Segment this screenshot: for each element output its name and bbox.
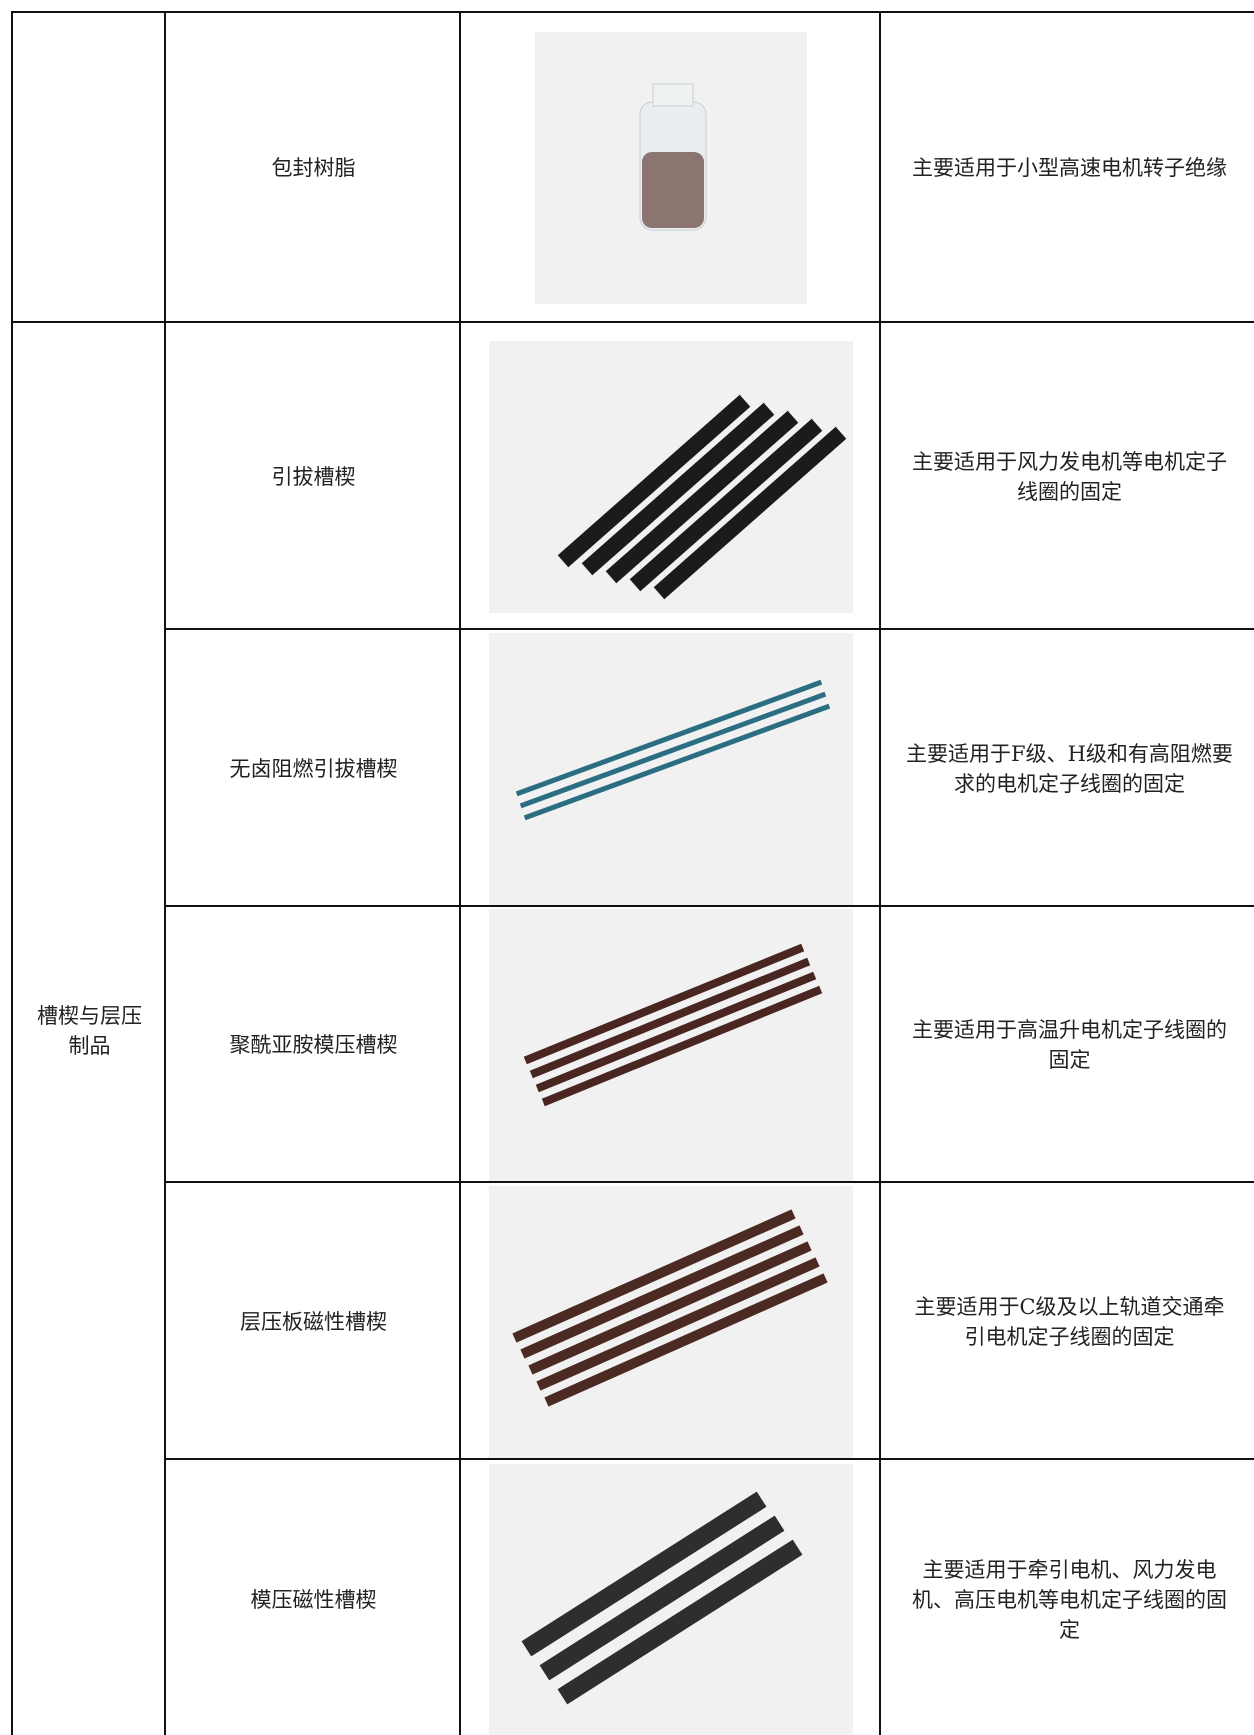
product-photo bbox=[489, 340, 853, 613]
product-image bbox=[459, 1458, 881, 1735]
product-image bbox=[459, 905, 881, 1183]
product-description-text: 主要适用于高温升电机定子线圈的固定 bbox=[912, 1018, 1227, 1072]
product-name-text: 层压板磁性槽楔 bbox=[240, 1309, 387, 1334]
product-photo bbox=[489, 1463, 853, 1735]
product-name-text: 引拔槽楔 bbox=[271, 464, 356, 489]
product-description: 主要适用于高温升电机定子线圈的固定 bbox=[879, 905, 1254, 1183]
product-photo bbox=[489, 909, 853, 1181]
product-name: 层压板磁性槽楔 bbox=[164, 1181, 461, 1460]
category-cell: 槽楔与层压制品 bbox=[11, 321, 166, 1735]
product-image bbox=[459, 1181, 881, 1460]
product-description-text: 主要适用于F级、H级和有高阻燃要求的电机定子线圈的固定 bbox=[906, 741, 1233, 796]
product-description: 主要适用于C级及以上轨道交通牵引电机定子线圈的固定 bbox=[879, 1181, 1254, 1460]
product-description: 主要适用于F级、H级和有高阻燃要求的电机定子线圈的固定 bbox=[879, 628, 1254, 907]
product-description: 主要适用于牵引电机、风力发电机、高压电机等电机定子线圈的固定 bbox=[879, 1458, 1254, 1735]
product-name-text: 模压磁性槽楔 bbox=[250, 1587, 377, 1612]
category-cell-text: 槽楔与层压制品 bbox=[37, 1004, 142, 1058]
product-name-text: 聚酰亚胺模压槽楔 bbox=[229, 1033, 398, 1057]
product-photo bbox=[489, 632, 853, 905]
product-name: 模压磁性槽楔 bbox=[164, 1458, 461, 1735]
product-description: 主要适用于小型高速电机转子绝缘 bbox=[879, 11, 1254, 323]
product-name: 引拔槽楔 bbox=[164, 321, 461, 630]
product-photo bbox=[535, 32, 807, 304]
product-name: 包封树脂 bbox=[164, 11, 461, 323]
product-image bbox=[459, 628, 881, 907]
product-name-text: 无卤阻燃引拔槽楔 bbox=[229, 756, 398, 781]
product-description-text: 主要适用于牵引电机、风力发电机、高压电机等电机定子线圈的固定 bbox=[912, 1557, 1227, 1642]
product-image bbox=[459, 321, 881, 630]
product-photo bbox=[489, 1185, 853, 1458]
product-name: 聚酰亚胺模压槽楔 bbox=[164, 905, 461, 1183]
category-cell-empty bbox=[11, 11, 166, 323]
product-description-text: 主要适用于小型高速电机转子绝缘 bbox=[912, 156, 1227, 180]
product-image bbox=[459, 11, 881, 323]
product-description-text: 主要适用于风力发电机等电机定子线圈的固定 bbox=[912, 449, 1227, 504]
product-name-text: 包封树脂 bbox=[271, 156, 356, 180]
product-description-text: 主要适用于C级及以上轨道交通牵引电机定子线圈的固定 bbox=[914, 1294, 1225, 1349]
product-name: 无卤阻燃引拔槽楔 bbox=[164, 628, 461, 907]
product-description: 主要适用于风力发电机等电机定子线圈的固定 bbox=[879, 321, 1254, 630]
